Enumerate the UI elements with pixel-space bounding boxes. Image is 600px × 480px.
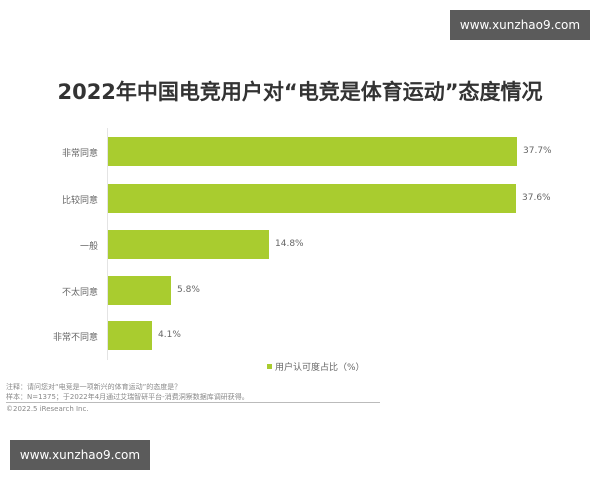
category-label: 比较同意 [61,196,98,206]
category-label: 非常同意 [61,149,98,159]
value-label: 37.7% [523,146,552,156]
bar [108,137,517,166]
value-label: 14.8% [275,239,304,249]
value-label: 4.1% [158,330,181,340]
footnote-note: 注释：请问您对“电竞是一项新兴的体育运动”的态度是？ [6,383,182,391]
bar [108,276,171,305]
value-label: 37.6% [522,193,551,203]
copyright: ©2022.5 iResearch Inc. [6,405,89,413]
bar [108,321,152,350]
chart-title: 2022年中国电竞用户对“电竞是体育运动”态度情况 [57,80,543,104]
value-label: 5.8% [177,285,200,295]
watermark-bottom: www.xunzhao9.com [10,440,150,470]
category-label: 非常不同意 [52,333,98,343]
bar [108,184,516,213]
legend-swatch [267,364,272,369]
bar [108,230,269,259]
category-label: 不太同意 [61,288,98,298]
watermark-top: www.xunzhao9.com [450,10,590,40]
category-label: 一般 [79,242,98,252]
footnote-sample: 样本：N=1375；于2022年4月通过艾瑞智研平台-消费洞察数据库调研获得。 [6,393,249,401]
y-axis-line [107,128,108,360]
legend: 用户认可度占比（%） [267,360,365,373]
legend-label: 用户认可度占比（%） [275,363,365,373]
footnote-divider [6,402,380,403]
